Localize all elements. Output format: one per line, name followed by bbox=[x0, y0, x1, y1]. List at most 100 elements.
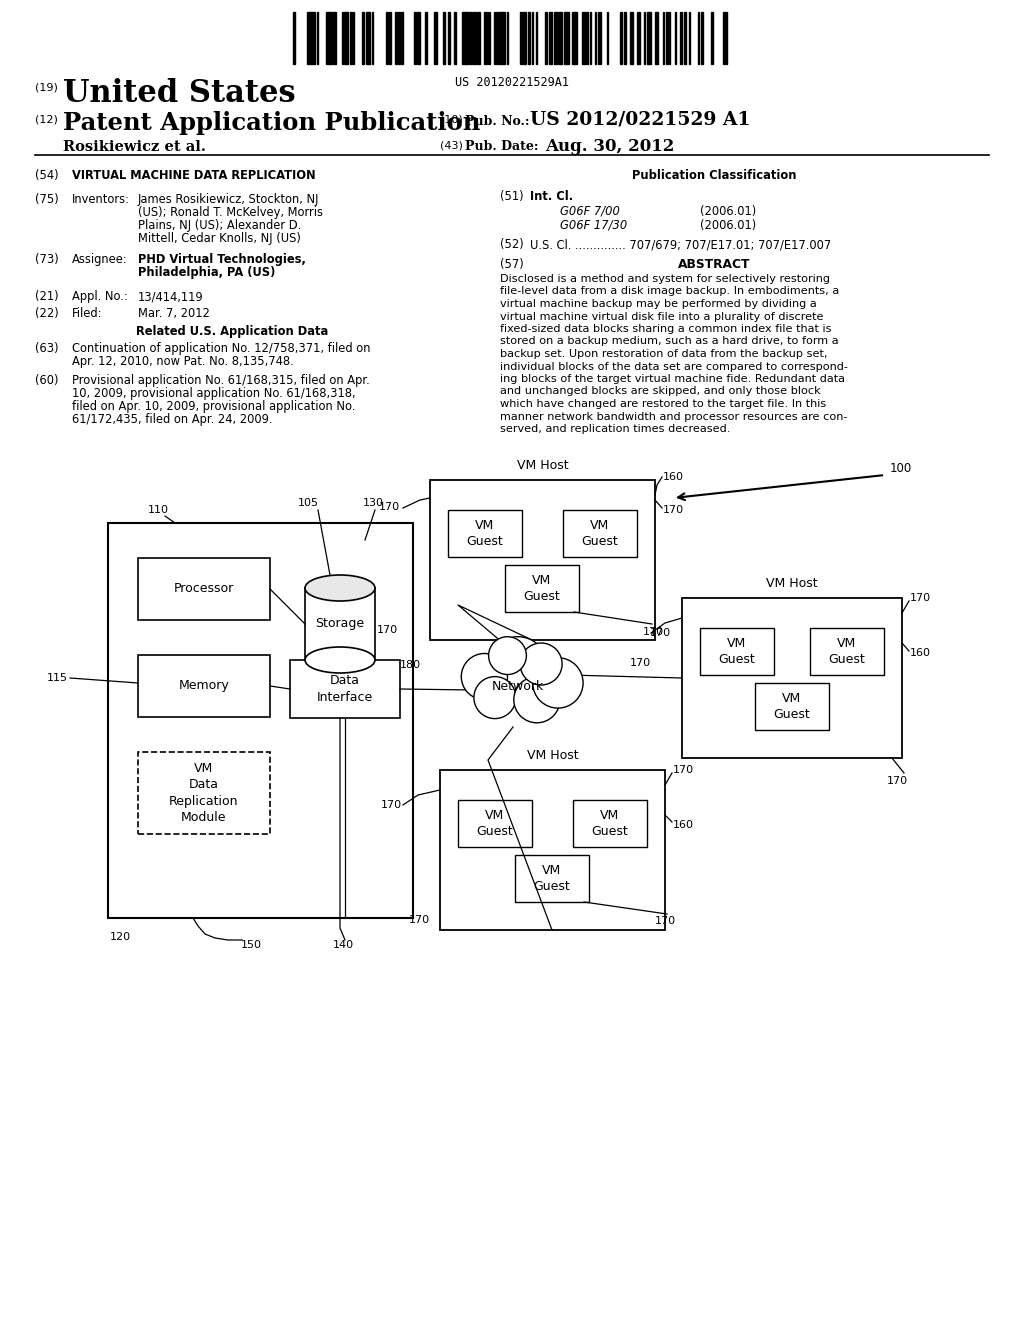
Bar bbox=[680, 12, 682, 63]
Text: virtual machine virtual disk file into a plurality of discrete: virtual machine virtual disk file into a… bbox=[500, 312, 823, 322]
Text: VM
Guest: VM Guest bbox=[476, 809, 513, 838]
Text: Assignee:: Assignee: bbox=[72, 253, 128, 267]
Text: (43): (43) bbox=[440, 140, 463, 150]
Text: (52): (52) bbox=[500, 238, 523, 251]
Text: 61/172,435, filed on Apr. 24, 2009.: 61/172,435, filed on Apr. 24, 2009. bbox=[72, 413, 272, 426]
Circle shape bbox=[461, 653, 508, 700]
Bar bbox=[545, 12, 547, 63]
Bar bbox=[414, 12, 416, 63]
Bar bbox=[682, 598, 902, 758]
Text: filed on Apr. 10, 2009, provisional application No.: filed on Apr. 10, 2009, provisional appl… bbox=[72, 400, 355, 413]
Bar bbox=[430, 480, 655, 640]
Bar bbox=[573, 800, 647, 847]
Bar bbox=[470, 12, 472, 63]
Bar bbox=[449, 510, 522, 557]
Text: James Rosikiewicz, Stockton, NJ: James Rosikiewicz, Stockton, NJ bbox=[138, 193, 319, 206]
Bar bbox=[586, 12, 588, 63]
Bar bbox=[389, 12, 391, 63]
Text: 120: 120 bbox=[110, 932, 131, 942]
Bar bbox=[467, 12, 469, 63]
Bar bbox=[620, 12, 622, 63]
Bar bbox=[563, 510, 637, 557]
Bar bbox=[362, 12, 364, 63]
Text: 160: 160 bbox=[663, 473, 684, 482]
Text: manner network bandwidth and processor resources are con-: manner network bandwidth and processor r… bbox=[500, 412, 848, 421]
Text: VM
Guest: VM Guest bbox=[467, 519, 504, 548]
Bar bbox=[398, 12, 400, 63]
Text: US 20120221529A1: US 20120221529A1 bbox=[455, 77, 569, 88]
Bar bbox=[465, 12, 467, 63]
Bar bbox=[520, 12, 522, 63]
Bar bbox=[368, 12, 370, 63]
Bar bbox=[462, 12, 465, 63]
Circle shape bbox=[488, 636, 548, 696]
Text: (2006.01): (2006.01) bbox=[700, 205, 757, 218]
Bar bbox=[366, 12, 368, 63]
Text: (21): (21) bbox=[35, 290, 58, 304]
Text: VIRTUAL MACHINE DATA REPLICATION: VIRTUAL MACHINE DATA REPLICATION bbox=[72, 169, 315, 182]
Bar bbox=[564, 12, 567, 63]
Bar bbox=[572, 12, 574, 63]
Text: served, and replication times decreased.: served, and replication times decreased. bbox=[500, 424, 730, 434]
Text: (75): (75) bbox=[35, 193, 58, 206]
Circle shape bbox=[488, 636, 526, 675]
Text: individual blocks of the data set are compared to correspond-: individual blocks of the data set are co… bbox=[500, 362, 848, 371]
Text: 10, 2009, provisional application No. 61/168,318,: 10, 2009, provisional application No. 61… bbox=[72, 387, 355, 400]
Bar bbox=[684, 12, 686, 63]
Bar bbox=[515, 855, 589, 902]
Text: VM
Guest: VM Guest bbox=[773, 692, 810, 721]
Bar bbox=[574, 12, 577, 63]
Text: (73): (73) bbox=[35, 253, 58, 267]
Text: Storage: Storage bbox=[315, 618, 365, 631]
Circle shape bbox=[520, 643, 562, 685]
Bar bbox=[624, 12, 626, 63]
Text: United States: United States bbox=[63, 78, 296, 110]
Text: and unchanged blocks are skipped, and only those block: and unchanged blocks are skipped, and on… bbox=[500, 387, 820, 396]
Bar bbox=[138, 558, 270, 620]
Bar bbox=[655, 12, 658, 63]
Text: 170: 170 bbox=[650, 628, 671, 638]
Text: 170: 170 bbox=[377, 624, 398, 635]
Circle shape bbox=[474, 677, 516, 718]
Text: US 2012/0221529 A1: US 2012/0221529 A1 bbox=[530, 111, 751, 129]
Bar bbox=[484, 12, 486, 63]
Bar bbox=[528, 12, 530, 63]
Text: 180: 180 bbox=[400, 660, 421, 671]
Bar bbox=[701, 12, 703, 63]
Bar bbox=[329, 12, 332, 63]
Text: 170: 170 bbox=[663, 506, 684, 515]
Bar bbox=[305, 587, 375, 660]
Bar bbox=[666, 12, 668, 63]
Ellipse shape bbox=[305, 576, 375, 601]
Text: VM
Guest: VM Guest bbox=[582, 519, 618, 548]
Text: 170: 170 bbox=[409, 915, 430, 925]
Bar bbox=[755, 682, 829, 730]
Text: (54): (54) bbox=[35, 169, 58, 182]
Text: VM
Guest: VM Guest bbox=[828, 636, 865, 667]
Text: Memory: Memory bbox=[178, 680, 229, 693]
Text: Mittell, Cedar Knolls, NJ (US): Mittell, Cedar Knolls, NJ (US) bbox=[138, 232, 301, 246]
Text: Data
Interface: Data Interface bbox=[316, 675, 373, 704]
Text: (60): (60) bbox=[35, 374, 58, 387]
Bar bbox=[290, 660, 400, 718]
Text: 115: 115 bbox=[47, 673, 68, 682]
Bar bbox=[458, 800, 532, 847]
Bar bbox=[417, 12, 420, 63]
Bar bbox=[711, 12, 713, 63]
Circle shape bbox=[514, 677, 560, 723]
Text: 140: 140 bbox=[333, 940, 354, 950]
Text: 170: 170 bbox=[643, 627, 665, 638]
Text: Aug. 30, 2012: Aug. 30, 2012 bbox=[545, 139, 675, 154]
Bar bbox=[700, 628, 774, 675]
Bar bbox=[810, 628, 884, 675]
Bar bbox=[477, 12, 480, 63]
Bar bbox=[582, 12, 585, 63]
Bar bbox=[108, 523, 413, 917]
Text: 170: 170 bbox=[887, 776, 908, 785]
Text: (22): (22) bbox=[35, 308, 58, 319]
Text: (2006.01): (2006.01) bbox=[700, 219, 757, 232]
Text: fixed-sized data blocks sharing a common index file that is: fixed-sized data blocks sharing a common… bbox=[500, 323, 831, 334]
Text: 160: 160 bbox=[673, 820, 694, 830]
Text: VM
Guest: VM Guest bbox=[719, 636, 756, 667]
Text: Pub. Date:: Pub. Date: bbox=[465, 140, 539, 153]
